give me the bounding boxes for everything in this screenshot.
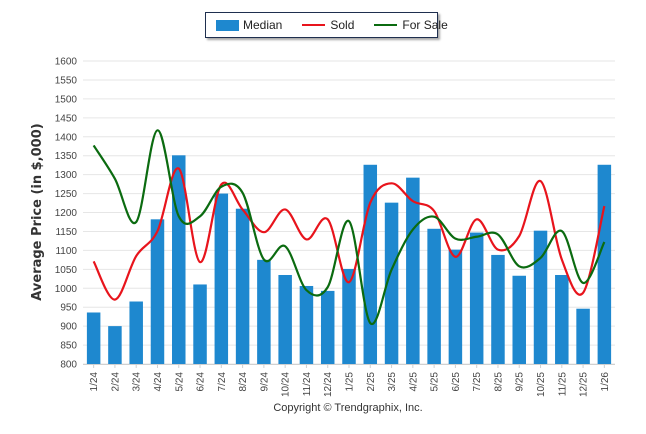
- x-tick-label: 7/25: [472, 372, 483, 392]
- median-bar: [491, 254, 505, 364]
- x-tick-label: 2/24: [110, 372, 121, 392]
- y-tick-label: 1500: [55, 94, 78, 105]
- median-bar: [108, 326, 122, 364]
- copyright-text: Copyright © Trendgraphix, Inc.: [273, 402, 423, 414]
- median-bar: [342, 268, 356, 364]
- y-tick-label: 1100: [55, 246, 77, 257]
- x-tick-label: 11/25: [557, 372, 568, 397]
- median-bar: [193, 284, 207, 364]
- median-bar: [278, 274, 292, 364]
- median-bar: [257, 259, 271, 364]
- y-tick-label: 1600: [55, 57, 78, 68]
- x-tick-label: 4/25: [408, 372, 419, 392]
- x-tick-label: 12/24: [323, 372, 334, 397]
- x-tick-label: 10/25: [536, 372, 547, 397]
- median-bar: [512, 275, 526, 364]
- x-tick-label: 4/24: [153, 372, 164, 392]
- median-bar: [320, 290, 335, 364]
- legend-label: Median: [243, 18, 283, 32]
- median-bar: [406, 177, 420, 364]
- x-tick-label: 1/26: [600, 372, 611, 392]
- y-tick-label: 1350: [55, 151, 78, 162]
- chart-legend: Median Sold For Sale: [205, 12, 448, 38]
- x-tick-label: 11/24: [302, 372, 313, 397]
- median-bar: [384, 202, 399, 364]
- x-tick-label: 6/25: [451, 372, 462, 392]
- median-bar: [597, 164, 612, 364]
- y-tick-label: 1000: [55, 284, 78, 295]
- median-bar: [235, 208, 250, 364]
- median-bar: [299, 285, 314, 364]
- x-tick-label: 7/24: [217, 372, 228, 392]
- sold-swatch-icon: [302, 24, 326, 26]
- y-tick-label: 1250: [55, 189, 78, 200]
- x-tick-label: 3/25: [387, 372, 398, 392]
- x-tick-label: 1/25: [345, 372, 356, 392]
- y-tick-label: 800: [60, 360, 77, 371]
- median-bar: [533, 230, 548, 364]
- y-tick-label: 1300: [55, 170, 78, 181]
- median-bar: [448, 249, 463, 364]
- median-bar: [576, 308, 590, 364]
- legend-label: Sold: [330, 18, 355, 32]
- y-tick-label: 1200: [55, 208, 78, 219]
- median-bar: [214, 193, 229, 364]
- y-tick-label: 950: [60, 303, 77, 314]
- y-axis-title: Average Price (in $,000): [30, 123, 45, 300]
- y-tick-label: 1450: [55, 113, 78, 124]
- trend-lines: [92, 129, 606, 326]
- median-bar: [469, 232, 484, 364]
- median-bar: [150, 219, 165, 364]
- x-tick-label: 9/24: [259, 372, 270, 392]
- x-tick-label: 9/25: [515, 372, 526, 392]
- x-tick-label: 3/24: [132, 372, 143, 392]
- y-tick-label: 1550: [55, 75, 78, 86]
- x-axis-ticks: 1/24 2/24 3/24 4/24 5/24 6/24 7/24 8/24 9/24 10/2…: [89, 364, 611, 397]
- y-tick-label: 1150: [55, 227, 77, 238]
- median-bar: [129, 301, 143, 364]
- median-bars: [86, 155, 612, 364]
- median-bar: [427, 228, 441, 364]
- legend-item-median[interactable]: Median: [216, 18, 282, 32]
- x-tick-label: 6/24: [196, 372, 207, 392]
- y-tick-label: 850: [60, 341, 77, 352]
- median-swatch-icon: [216, 19, 239, 31]
- x-tick-label: 8/25: [493, 372, 504, 392]
- median-bar: [86, 312, 101, 364]
- legend-item-for-sale[interactable]: For Sale: [364, 18, 448, 32]
- y-tick-label: 1400: [55, 132, 78, 143]
- for-sale-line: [92, 129, 606, 326]
- median-bar: [555, 274, 569, 364]
- x-tick-label: 5/25: [430, 372, 441, 392]
- x-tick-label: 8/24: [238, 372, 249, 392]
- x-tick-label: 1/24: [89, 372, 100, 392]
- legend-item-sold[interactable]: Sold: [292, 18, 354, 32]
- y-axis-ticks: 800 850 900 950 1000 1050 1100 1150 1200 1250 1300…: [55, 57, 78, 371]
- y-tick-label: 900: [60, 322, 77, 333]
- x-tick-label: 5/24: [174, 372, 185, 392]
- y-tick-label: 1050: [55, 265, 78, 276]
- for-sale-swatch-icon: [374, 24, 398, 26]
- x-tick-label: 10/24: [281, 372, 292, 397]
- legend-label: For Sale: [402, 18, 448, 32]
- x-tick-label: 12/25: [579, 372, 590, 397]
- x-tick-label: 2/25: [366, 372, 377, 392]
